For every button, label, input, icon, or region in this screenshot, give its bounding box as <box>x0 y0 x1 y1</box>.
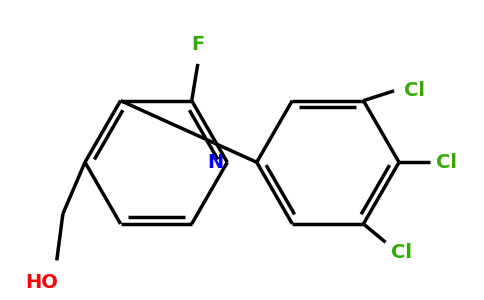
Text: HO: HO <box>26 273 59 292</box>
Text: Cl: Cl <box>437 153 457 172</box>
Text: N: N <box>207 153 223 172</box>
Text: Cl: Cl <box>405 81 425 100</box>
Text: Cl: Cl <box>391 243 412 262</box>
Text: F: F <box>191 35 204 54</box>
